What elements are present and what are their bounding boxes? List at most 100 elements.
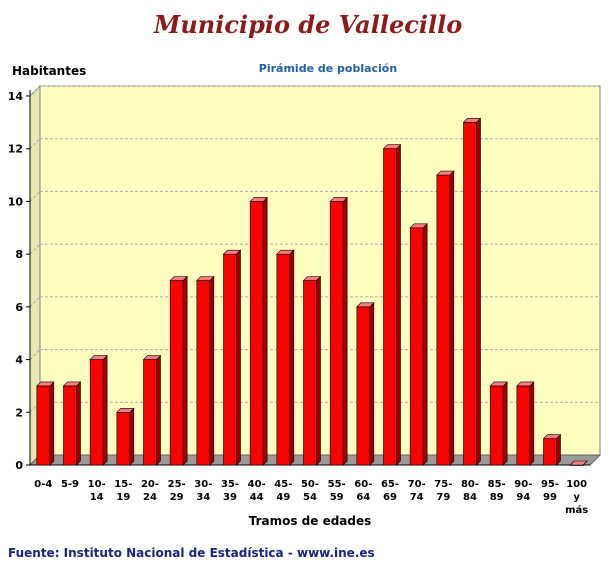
bar	[409, 223, 428, 466]
y-gridline-side	[29, 349, 41, 360]
bar-front	[409, 227, 424, 466]
bar	[196, 275, 215, 466]
bar-front	[63, 385, 77, 466]
bar-front	[249, 201, 264, 466]
bar-side	[342, 196, 348, 466]
bar-front	[329, 201, 344, 466]
x-tick-label: 20-24	[141, 479, 159, 503]
bar-front	[89, 359, 104, 466]
y-gridline-side	[29, 138, 41, 150]
bar-top	[489, 381, 508, 387]
bar-front	[489, 385, 504, 466]
bar-front	[276, 253, 291, 466]
x-tick-label: 40-44	[248, 479, 266, 503]
x-tick-label: 30-34	[194, 479, 212, 503]
bar-top	[222, 249, 242, 255]
y-gridline-side	[29, 243, 41, 255]
bar-top	[249, 197, 268, 202]
bar	[462, 117, 482, 466]
bar-top	[89, 355, 108, 360]
bar-side	[502, 381, 508, 466]
bar-side	[129, 407, 135, 466]
bar	[249, 196, 268, 466]
bar	[142, 354, 162, 466]
bar	[436, 170, 455, 466]
bar-side	[102, 354, 108, 466]
bar-side	[289, 249, 295, 466]
bar	[329, 196, 348, 466]
bar-side	[76, 381, 81, 466]
bar-side	[396, 143, 401, 466]
bar-top	[462, 118, 482, 123]
bar-side	[209, 275, 215, 466]
bar-top	[276, 249, 295, 255]
bar-side	[529, 381, 535, 466]
bar-side	[156, 354, 161, 466]
bar	[36, 381, 55, 466]
bar-top	[302, 276, 322, 281]
bar-front	[383, 148, 397, 466]
bar-front	[36, 385, 51, 466]
x-tick-label: 15-19	[114, 479, 132, 503]
bar-front	[436, 174, 451, 466]
bar-side	[236, 249, 241, 466]
bar	[169, 275, 188, 466]
x-tick-label: 65-69	[381, 479, 399, 503]
bar	[116, 407, 135, 466]
x-axis-label: Tramos de edades	[248, 514, 372, 528]
bar-side	[369, 302, 375, 466]
x-tick-label: 90-94	[514, 479, 532, 503]
bar-top	[62, 381, 82, 387]
y-tick-label: 14	[8, 90, 24, 103]
bar-side	[556, 433, 561, 466]
bar	[302, 275, 322, 466]
x-tick-label: 25-29	[168, 479, 186, 503]
x-tick-label: 85-89	[488, 479, 506, 503]
bar-front	[303, 280, 317, 466]
y-tick-label: 12	[8, 143, 23, 156]
x-tick-label: 60-64	[354, 479, 372, 503]
bar-top	[116, 407, 135, 413]
bar-front	[169, 280, 184, 466]
bar-side	[49, 381, 55, 466]
source-credit: Fuente: Instituto Nacional de Estadístic…	[8, 546, 375, 560]
bar-top	[169, 276, 188, 281]
y-tick-label: 0	[15, 459, 23, 472]
x-tick-label: 0-4	[34, 479, 52, 490]
page-title: Municipio de Vallecillo	[153, 10, 463, 39]
bar-top	[516, 381, 535, 387]
chart-title: Pirámide de población	[258, 62, 398, 75]
bar-top	[196, 276, 215, 281]
bar-top	[436, 170, 455, 176]
bar-front	[143, 359, 157, 466]
y-tick-label: 2	[15, 406, 23, 419]
bar	[516, 381, 535, 466]
y-gridline-side	[29, 191, 41, 202]
y-tick-label: 10	[8, 195, 24, 208]
x-tick-label: 55-59	[328, 479, 346, 503]
bar	[489, 381, 508, 466]
bar	[382, 143, 402, 466]
y-axis-label: Habitantes	[12, 64, 87, 78]
bar-top	[409, 223, 428, 229]
x-tick-label: 45-49	[274, 479, 292, 503]
y-gridline-side	[29, 296, 41, 308]
x-tick-label: 35-39	[221, 479, 239, 503]
bar	[356, 302, 375, 466]
bar	[276, 249, 295, 466]
bar	[89, 354, 108, 466]
bar-top	[142, 355, 162, 360]
bar-side	[449, 170, 455, 466]
bar-top	[36, 381, 55, 387]
bar-front	[116, 411, 131, 466]
bar-side	[422, 223, 428, 466]
x-tick-label: 80-84	[461, 479, 479, 503]
bar-front	[543, 438, 557, 466]
y-tick-label: 4	[15, 354, 23, 367]
bar-front	[516, 385, 531, 466]
y-tick-label: 6	[15, 301, 23, 314]
bar-top	[542, 434, 562, 439]
x-tick-label: 75-79	[434, 479, 452, 503]
x-tick-label: 95-99	[541, 479, 559, 503]
